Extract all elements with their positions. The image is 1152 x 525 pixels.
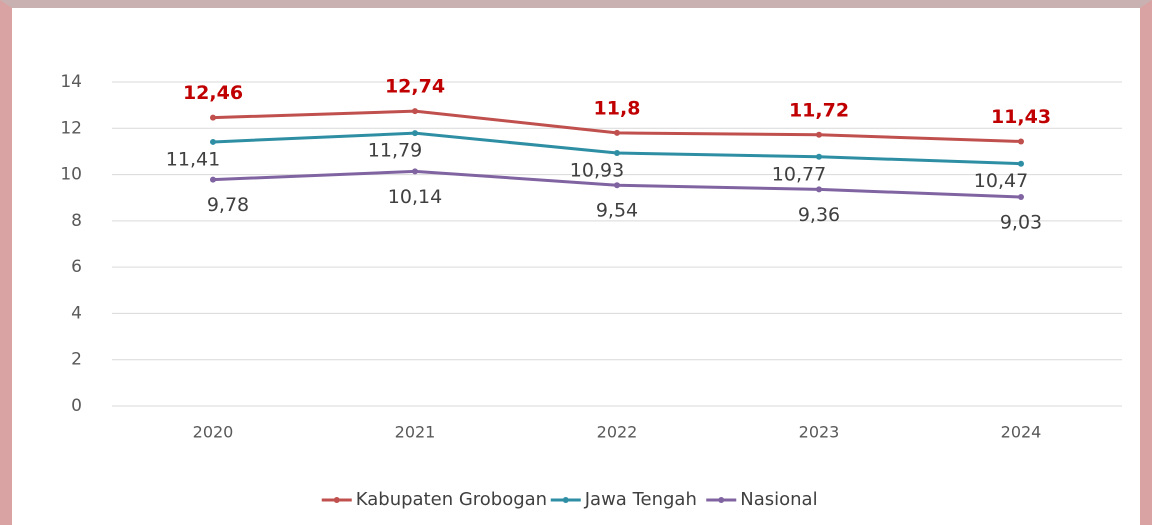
- legend-label: Nasional: [740, 489, 817, 510]
- marker: [412, 168, 418, 175]
- marker: [614, 150, 620, 157]
- data-label: 11,43: [991, 106, 1051, 128]
- legend-label: Jawa Tengah: [584, 489, 697, 510]
- legend-label: Kabupaten Grobogan: [356, 489, 547, 510]
- data-label: 9,36: [798, 204, 840, 226]
- x-tick-label: 2023: [799, 423, 840, 442]
- marker: [816, 131, 822, 138]
- data-label: 11,41: [166, 148, 220, 170]
- y-tick-label: 6: [71, 257, 82, 277]
- marker: [412, 108, 418, 115]
- data-label: 12,46: [183, 82, 243, 104]
- marker: [1018, 160, 1024, 167]
- legend-marker: [718, 497, 725, 503]
- data-label: 10,93: [570, 160, 624, 182]
- marker: [210, 138, 216, 145]
- y-tick-label: 4: [71, 303, 82, 323]
- data-label: 10,14: [388, 186, 442, 208]
- data-label: 12,74: [385, 76, 445, 98]
- x-tick-label: 2024: [1001, 423, 1042, 442]
- data-label: 9,03: [1000, 212, 1042, 234]
- data-label: 9,54: [596, 200, 638, 222]
- data-label: 11,72: [789, 99, 849, 121]
- marker: [816, 186, 822, 193]
- data-label: 10,47: [974, 170, 1028, 192]
- y-tick-label: 12: [60, 118, 82, 138]
- marker: [614, 182, 620, 189]
- marker: [614, 129, 620, 136]
- marker: [210, 114, 216, 121]
- data-label: 10,77: [772, 163, 826, 185]
- x-tick-label: 2022: [597, 423, 638, 442]
- marker: [412, 130, 418, 137]
- legend-marker: [333, 497, 340, 503]
- marker: [210, 176, 216, 183]
- y-tick-label: 8: [71, 211, 82, 231]
- marker: [1018, 138, 1024, 145]
- legend-marker: [562, 497, 569, 503]
- y-tick-label: 0: [71, 396, 82, 416]
- y-tick-label: 2: [71, 350, 82, 370]
- marker: [816, 153, 822, 160]
- marker: [1018, 194, 1024, 201]
- x-tick-label: 2020: [193, 423, 234, 442]
- data-label: 11,79: [368, 140, 422, 162]
- y-tick-label: 14: [60, 72, 82, 92]
- data-label: 11,8: [594, 97, 641, 119]
- data-label: 9,78: [207, 194, 249, 216]
- y-tick-label: 10: [60, 165, 82, 185]
- x-tick-label: 2021: [395, 423, 436, 442]
